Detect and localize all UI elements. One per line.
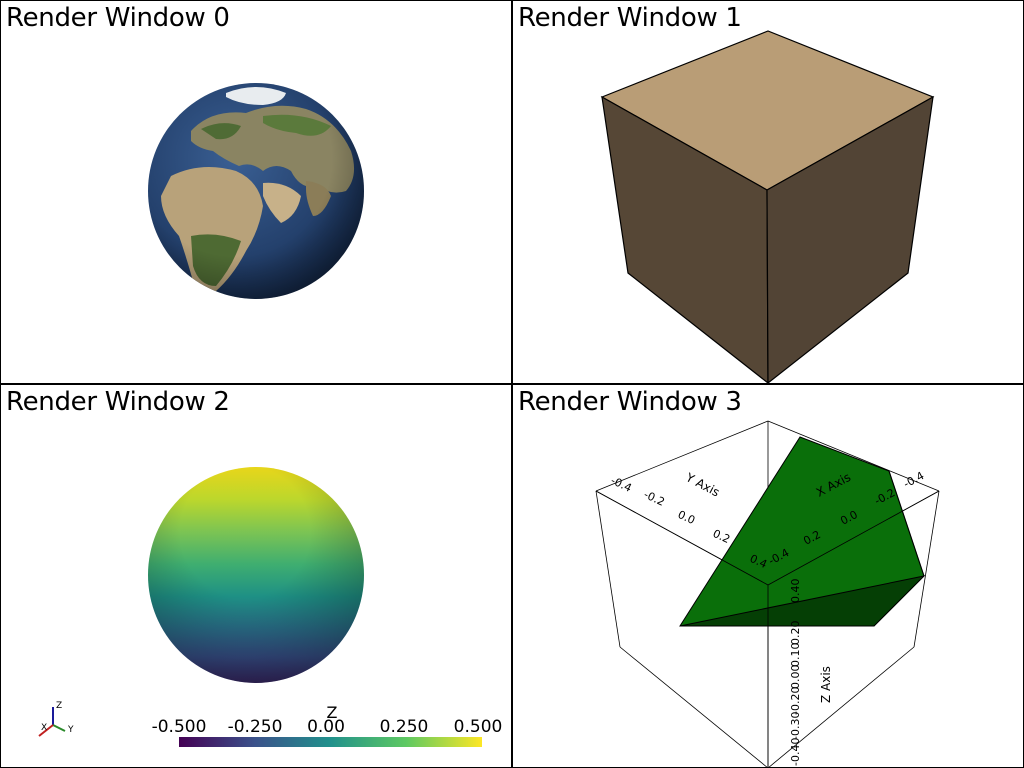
scalar-bar-tick: 0.250 [380, 717, 429, 737]
z-tick-label: 0.20 [789, 621, 802, 646]
cube-left-face [601, 95, 769, 383]
z-tick-label: -0.40 [789, 738, 802, 766]
y-tick-label: -0.2 [642, 488, 667, 509]
scalar-bar-tick: -0.500 [152, 717, 207, 737]
scalar-bar-tick: 0.500 [454, 717, 503, 737]
render-window-1-title: Render Window 1 [518, 3, 742, 33]
scalar-bar-tick: 0.00 [307, 717, 345, 737]
render-window-0[interactable]: Render Window 0 [1, 1, 511, 383]
y-tick-label: 0.0 [676, 508, 697, 527]
earth-globe [148, 83, 364, 299]
render-window-1[interactable]: Render Window 1 [513, 1, 1023, 383]
y-axis-title: Y Axis [683, 470, 722, 500]
axis-z-label: Z [56, 701, 62, 711]
x-tick-label: -0.4 [901, 469, 926, 491]
viridis-sphere: Z -0.500 -0.250 0.00 0.250 0.500 Z Y X [38, 467, 503, 747]
wedge-side-face [679, 575, 926, 627]
orientation-axes-widget: Z Y X [38, 701, 74, 737]
z-axis-title: Z Axis [819, 666, 833, 703]
z-tick-label: -0.30 [789, 712, 802, 740]
cube-mesh [600, 30, 935, 383]
z-tick-label: 0.40 [789, 579, 802, 604]
render-window-3-title: Render Window 3 [518, 387, 742, 417]
render-window-2-title: Render Window 2 [6, 387, 230, 417]
scalar-bar-tick: -0.250 [228, 717, 283, 737]
scalar-bar-title: Z [327, 703, 338, 722]
cube-right-face [766, 95, 934, 383]
z-tick-label: 0.00 [789, 665, 802, 690]
render-window-3[interactable]: Render Window 3 [513, 385, 1023, 768]
scalar-bar [179, 737, 482, 747]
z-tick-label: 0.10 [789, 643, 802, 668]
pane-divider-horizontal [0, 383, 1024, 385]
render-window-2[interactable]: Render Window 2 [1, 385, 511, 768]
y-tick-label: 0.2 [711, 527, 732, 546]
render-window-0-title: Render Window 0 [6, 3, 230, 33]
axis-x-label: X [41, 723, 47, 733]
axis-y-label: Y [67, 725, 74, 735]
bounds-axes-plot: -0.4 -0.2 0.0 0.2 0.4 Y Axis -0.4 0.2 0.… [595, 420, 940, 768]
z-tick-label: -0.20 [789, 687, 802, 715]
